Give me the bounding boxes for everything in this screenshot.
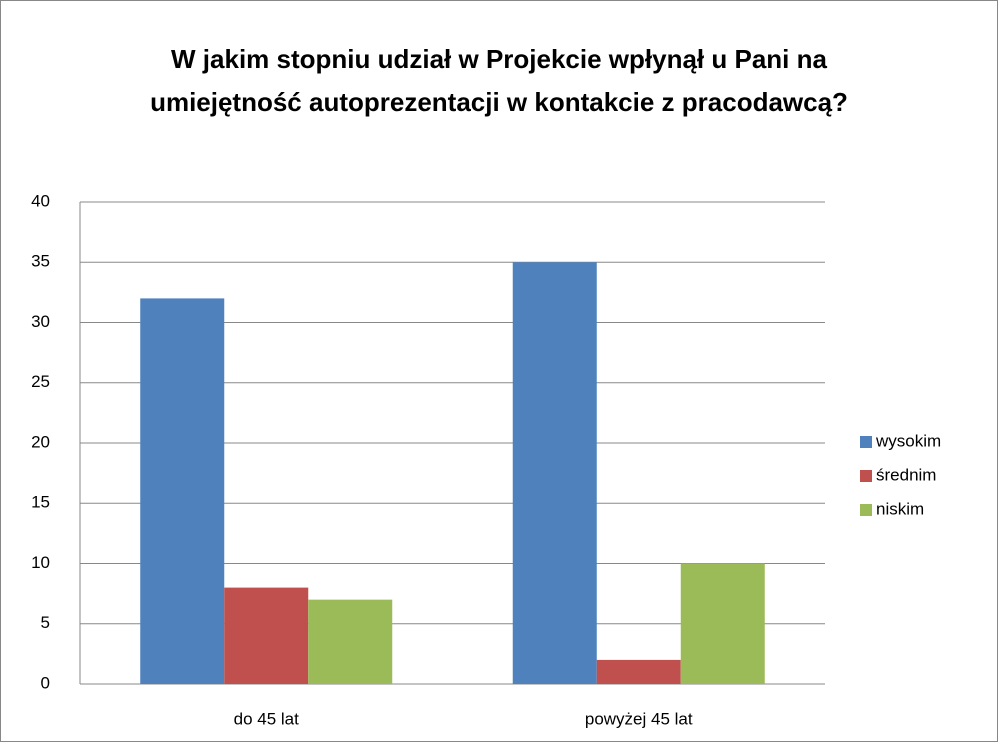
legend-label: średnim [876, 465, 936, 484]
y-tick-label: 15 [31, 493, 50, 512]
y-tick-label: 0 [41, 673, 50, 692]
bar [512, 262, 597, 684]
y-tick-label: 20 [31, 432, 50, 451]
y-tick-label: 25 [31, 372, 50, 391]
y-tick-label: 5 [41, 613, 50, 632]
y-tick-label: 35 [31, 252, 50, 271]
legend-swatch [860, 504, 872, 516]
legend-swatch [860, 436, 872, 448]
x-tick-label: powyżej 45 lat [585, 709, 693, 728]
y-tick-label: 10 [31, 553, 50, 572]
bar [680, 563, 765, 684]
bar [596, 659, 681, 684]
legend-label: wysokim [875, 431, 941, 450]
x-tick-label: do 45 lat [234, 709, 299, 728]
legend-swatch [860, 470, 872, 482]
legend-label: niskim [876, 499, 924, 518]
chart-title: W jakim stopniu udział w Projekcie wpłyn… [150, 44, 848, 117]
y-tick-label: 30 [31, 312, 50, 331]
bar [140, 298, 225, 684]
bar [308, 599, 393, 684]
y-tick-label: 40 [31, 191, 50, 210]
bar [224, 587, 309, 684]
